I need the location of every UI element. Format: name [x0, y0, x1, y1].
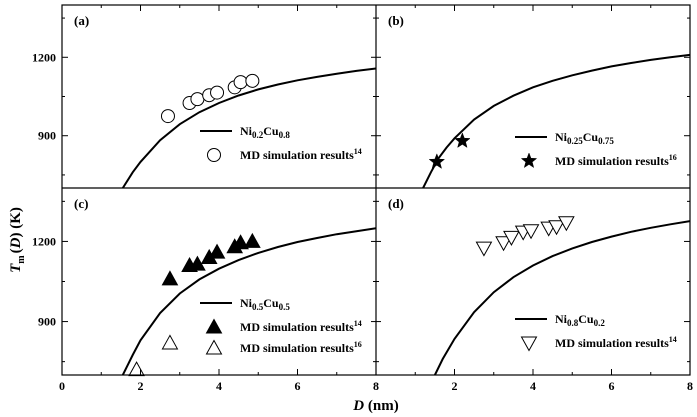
series-ref: 14	[354, 147, 362, 156]
subscript-cu: 0.5	[279, 302, 291, 312]
legend-curve-label: Ni0.2Cu0.8	[240, 124, 290, 140]
data-point	[503, 230, 520, 246]
y-tick-label: 1200	[32, 234, 56, 248]
legend-marker	[520, 336, 538, 352]
legend-marker	[520, 152, 538, 169]
data-point	[244, 232, 261, 248]
series-name: MD simulation results	[555, 154, 669, 168]
series-14-markers	[160, 73, 260, 124]
y-tick-label: 900	[38, 315, 56, 329]
data-point	[161, 334, 179, 350]
subscript-cu: 0.8	[279, 130, 291, 140]
x-tick-label: 2	[452, 379, 458, 393]
element-ni: Ni	[555, 130, 568, 144]
series-name: MD simulation results	[555, 336, 669, 350]
subscript-cu: 0.2	[594, 318, 606, 328]
element-cu: Cu	[578, 312, 594, 326]
theory-curve	[121, 227, 376, 375]
panel-label: (c)	[74, 196, 88, 211]
x-tick-label: 4	[530, 379, 536, 393]
element-ni: Ni	[240, 124, 253, 138]
element-ni: Ni	[240, 296, 253, 310]
data-point	[522, 224, 540, 240]
subscript-ni: 0.25	[567, 136, 583, 146]
series-ref: 14	[669, 335, 677, 344]
theory-curve	[422, 53, 690, 188]
x-tick-label: 0	[59, 379, 65, 393]
theory-curve	[434, 220, 690, 375]
x-tick-label: 6	[609, 379, 615, 393]
subscript-ni: 0.2	[252, 130, 264, 140]
y-tick-label: 1200	[32, 50, 56, 64]
x-tick-label: 2	[138, 379, 144, 393]
element-cu: Cu	[583, 130, 599, 144]
panel-b: (b) Ni0.25Cu0.75 MD simulation results16	[388, 13, 690, 188]
legend-series-label: MD simulation results16	[240, 340, 362, 355]
data-point	[160, 109, 175, 124]
legend-series-label: MD simulation results14	[240, 319, 362, 334]
data-point	[548, 220, 565, 236]
legend-marker	[207, 148, 221, 162]
panel-d: (d) Ni0.8Cu0.2 MD simulation results14	[388, 196, 690, 375]
x-tick-label: 4	[216, 379, 222, 393]
series-16-markers	[128, 334, 179, 377]
axes-layer: 0 2 4 6 8 2 4 6 8 900 1200 900 1200	[32, 4, 693, 393]
y-tick-label: 900	[38, 129, 56, 143]
data-point	[475, 241, 493, 257]
legend-curve-label: Ni0.25Cu0.75	[555, 130, 614, 146]
subscript-ni: 0.5	[252, 302, 264, 312]
series-14-markers	[161, 232, 261, 286]
panel-label: (a)	[74, 13, 89, 28]
data-point	[210, 85, 225, 100]
legend: Ni0.8Cu0.2 MD simulation results14	[515, 312, 677, 352]
x-tick-label: 8	[687, 379, 693, 393]
data-point	[245, 73, 260, 88]
x-tick-label: 6	[295, 379, 301, 393]
data-point	[190, 92, 205, 107]
legend-series-label: MD simulation results14	[555, 335, 677, 350]
legend: Ni0.25Cu0.75 MD simulation results16	[515, 130, 677, 169]
data-point	[208, 243, 226, 259]
panel-a: (a) Ni0.2Cu0.8 MD simulation results14	[74, 13, 376, 188]
data-point	[233, 75, 248, 90]
element-cu: Cu	[263, 124, 279, 138]
legend-series-label: MD simulation results14	[240, 147, 362, 162]
legend-series-label: MD simulation results16	[555, 153, 677, 168]
series-name: MD simulation results	[240, 341, 354, 355]
series-ref: 16	[354, 340, 362, 349]
data-point	[495, 236, 512, 252]
subscript-ni: 0.8	[567, 318, 579, 328]
theory-curve	[121, 67, 376, 188]
x-tick-label: 8	[373, 379, 379, 393]
series-16-markers	[428, 132, 471, 169]
y-axis-title: Tm(D) (K)	[8, 207, 27, 273]
panels-layer: (a)Ni0.2Cu0.8MD simulation results14(b)N…	[74, 13, 690, 377]
x-axis-title: D (nm)	[352, 398, 398, 414]
element-ni: Ni	[555, 312, 568, 326]
data-point	[558, 216, 575, 232]
data-point	[161, 270, 179, 286]
legend: Ni0.2Cu0.8 MD simulation results14	[200, 124, 362, 162]
series-14-markers	[475, 216, 575, 257]
panel-label: (b)	[388, 13, 404, 28]
series-name: MD simulation results	[240, 320, 354, 334]
legend-marker	[205, 318, 223, 334]
data-point	[232, 234, 249, 250]
panel-label: (d)	[388, 196, 404, 211]
legend-curve-label: Ni0.5Cu0.5	[240, 296, 290, 312]
series-name: MD simulation results	[240, 148, 354, 162]
subscript-cu: 0.75	[598, 136, 614, 146]
series-ref: 16	[669, 153, 677, 162]
element-cu: Cu	[263, 296, 279, 310]
data-point	[128, 361, 145, 377]
data-point	[454, 132, 471, 148]
legend-curve-label: Ni0.8Cu0.2	[555, 312, 605, 328]
series-ref: 14	[354, 319, 362, 328]
data-point	[428, 153, 446, 169]
legend-marker	[205, 339, 223, 355]
